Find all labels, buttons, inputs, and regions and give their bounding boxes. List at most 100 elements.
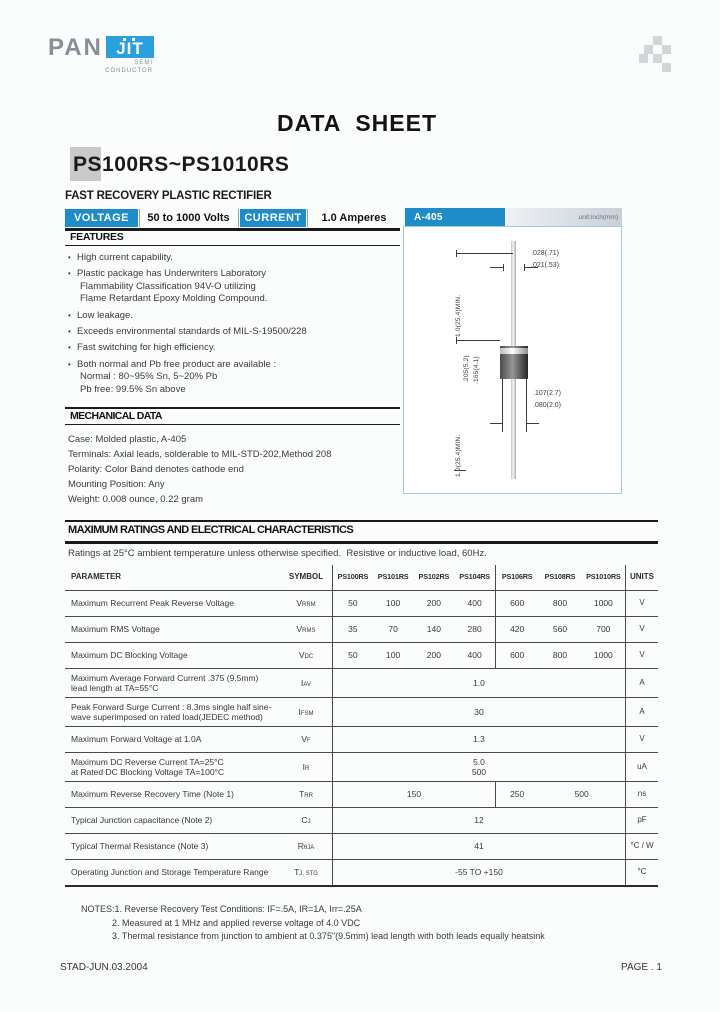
row-symbol: V DC bbox=[280, 642, 332, 668]
row-value: 5.0 500 bbox=[332, 752, 625, 781]
ratings-table: PARAMETER SYMBOL PS100RS PS101RS PS102RS PS10… bbox=[65, 565, 658, 887]
feature-line: • High current capability. bbox=[68, 252, 173, 263]
bullet-icon: • bbox=[68, 253, 71, 262]
note-line: NOTES:1. Reverse Recovery Test Condition… bbox=[81, 904, 362, 914]
mechanical-list: Case: Molded plastic, A-405 Terminals: Ax… bbox=[68, 432, 402, 507]
row-value: 140 bbox=[413, 616, 455, 642]
value-line: 5.0 bbox=[473, 757, 485, 767]
feature-line: • Plastic package has Underwriters Labora… bbox=[68, 268, 267, 280]
mechanical-line: Weight: 0.008 ounce, 0.22 gram bbox=[68, 494, 204, 505]
checker-square bbox=[653, 36, 662, 45]
parameter-line: Maximum RMS Voltage bbox=[71, 624, 160, 635]
bullet-icon: • bbox=[68, 343, 71, 353]
features-heading: FEATURES bbox=[70, 231, 124, 243]
symbol-text: I bbox=[298, 706, 301, 717]
row-value: 50 bbox=[332, 590, 373, 616]
row-value: 200 bbox=[413, 590, 455, 616]
dim-body-length-min: .165(4.1) bbox=[473, 356, 480, 384]
col-header-symbol: SYMBOL bbox=[288, 572, 324, 582]
dim-lead-length-top: 1.0(25.4)MIN. bbox=[455, 294, 462, 337]
dim-line bbox=[502, 379, 503, 432]
mechanical-line: Terminals: Axial leads, solderable to MI… bbox=[68, 449, 332, 460]
row-value: 500 bbox=[538, 781, 625, 807]
panjit-logo-jit: JIT bbox=[116, 39, 144, 58]
feature-item: • Plastic package has Underwriters Labora… bbox=[68, 268, 402, 305]
row-value: 280 bbox=[454, 616, 495, 642]
symbol-text: AV bbox=[303, 681, 311, 688]
footer-page-number: PAGE . 1 bbox=[621, 962, 662, 973]
feature-item: • Low leakage. bbox=[68, 310, 402, 322]
row-units: uA bbox=[624, 752, 658, 781]
symbol-text: I bbox=[302, 761, 306, 772]
row-value: 400 bbox=[454, 590, 495, 616]
logo-subtext-semi: SEMI bbox=[134, 60, 153, 66]
checker-square bbox=[639, 54, 648, 63]
note-line: 2. Measured at 1 MHz and applied reverse… bbox=[112, 917, 361, 928]
feature-line: • Fast switching for high efficiency. bbox=[68, 342, 216, 354]
row-parameter: Peak Forward Surge Current : 8.3ms singl… bbox=[65, 697, 280, 726]
row-value: 1000 bbox=[581, 590, 625, 616]
package-outline-drawing: 1.0(25.4)MIN. .205(5.2) .165(4.1) 1.0(25… bbox=[403, 226, 622, 494]
row-value: 560 bbox=[538, 616, 582, 642]
dim-line bbox=[524, 267, 538, 268]
row-value: 50 bbox=[332, 642, 373, 668]
row-units: A bbox=[624, 697, 658, 726]
row-value: 150 bbox=[332, 781, 495, 807]
mechanical-line: Polarity: Color Band denotes cathode end bbox=[68, 464, 244, 475]
row-symbol: I FSM bbox=[280, 697, 332, 726]
row-units: V bbox=[624, 590, 658, 616]
ratings-heading: MAXIMUM RATINGS AND ELECTRICAL CHARACTER… bbox=[68, 524, 354, 536]
symbol-text: θJA bbox=[303, 845, 315, 852]
feature-item: • Both normal and Pb free product are ava… bbox=[68, 359, 402, 396]
features-list: • High current capability. • Plastic packag… bbox=[68, 252, 402, 400]
bullet-icon: • bbox=[68, 359, 71, 369]
parameter-line: Maximum Recurrent Peak Reverse Voltage bbox=[71, 598, 234, 609]
row-value: 250 bbox=[495, 781, 539, 807]
device-subtitle: FAST RECOVERY PLASTIC RECTIFIER bbox=[65, 190, 272, 202]
row-units: A bbox=[624, 668, 658, 697]
parameter-line: Maximum DC Reverse Current TA=25°C bbox=[71, 756, 224, 767]
row-parameter: Maximum DC Reverse Current TA=25°C at Rat… bbox=[65, 752, 280, 781]
parameter-line: at Rated DC Blocking Voltage TA=100°C bbox=[71, 767, 225, 777]
dim-tick bbox=[503, 264, 504, 271]
bar-divider bbox=[139, 209, 140, 227]
checker-square bbox=[662, 63, 671, 72]
dim-line bbox=[490, 267, 504, 268]
panjit-logo-pan: PAN bbox=[48, 34, 103, 61]
row-value: 1000 bbox=[581, 642, 625, 668]
notes-block: NOTES:1. Reverse Recovery Test Condition… bbox=[81, 903, 545, 944]
parameter-line: Operating Junction and Storage Temperatu… bbox=[71, 867, 269, 878]
note-line: 3. Thermal resistance from junction to a… bbox=[112, 931, 545, 941]
row-symbol: T RR bbox=[280, 781, 332, 807]
row-value: 800 bbox=[538, 590, 582, 616]
symbol-text: RRM bbox=[302, 602, 316, 609]
row-value: 800 bbox=[538, 642, 582, 668]
parameter-line: Typical Thermal Resistance (Note 3) bbox=[71, 841, 209, 852]
row-units: V bbox=[624, 726, 658, 752]
rule bbox=[65, 424, 400, 425]
row-symbol: I AV bbox=[280, 668, 332, 697]
checker-square bbox=[644, 45, 653, 54]
current-value: 1.0 Amperes bbox=[321, 212, 387, 224]
checker-decoration-icon bbox=[632, 30, 680, 78]
col-header-part: PS102RS bbox=[418, 572, 450, 582]
checker-square bbox=[653, 54, 662, 63]
row-parameter: Maximum RMS Voltage bbox=[65, 616, 280, 642]
row-value: 30 bbox=[332, 697, 625, 726]
row-value: 41 bbox=[332, 833, 625, 859]
feature-line: Normal : 80~95% Sn, 5~20% Pb bbox=[80, 371, 218, 383]
value-line: 500 bbox=[471, 767, 487, 777]
col-header-part: PS106RS bbox=[495, 565, 538, 590]
symbol-text: V bbox=[298, 650, 305, 661]
rule bbox=[65, 541, 658, 544]
row-symbol: T J, STG bbox=[280, 859, 332, 885]
row-value: 100 bbox=[372, 642, 414, 668]
row-value: 600 bbox=[495, 642, 539, 668]
row-units: pF bbox=[624, 807, 658, 833]
parameter-line: Maximum Average Forward Current .375 (9.… bbox=[71, 672, 259, 683]
parameter-line: Maximum Forward Voltage at 1.0A bbox=[71, 734, 202, 745]
row-units: °C / W bbox=[624, 833, 658, 859]
